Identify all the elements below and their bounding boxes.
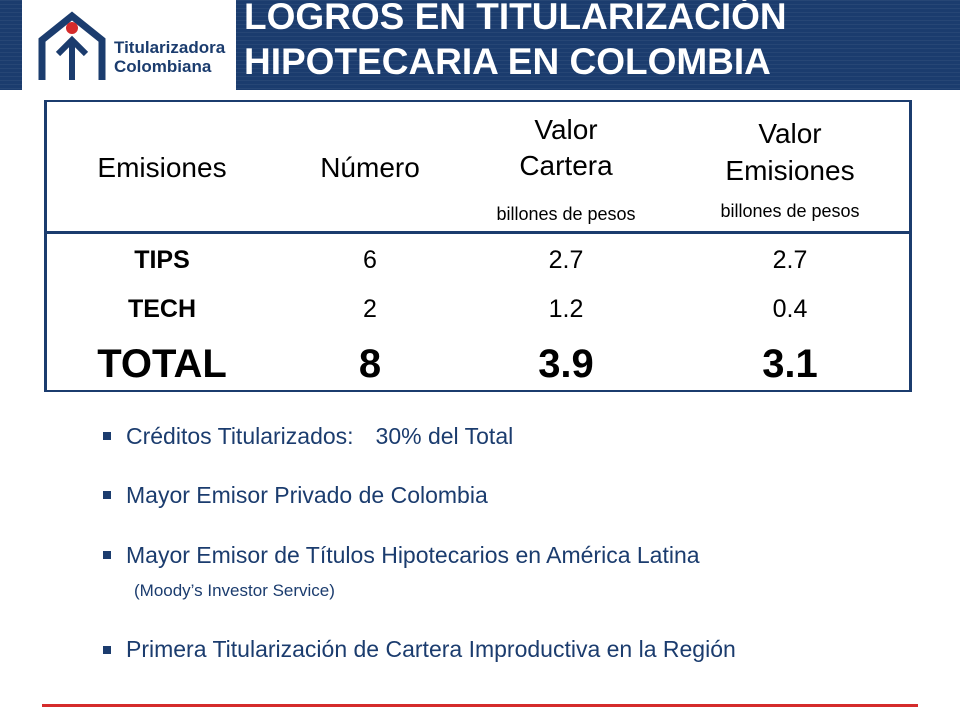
results-table — [44, 100, 912, 392]
cell-total-valor-cartera: 3.9 — [538, 342, 594, 386]
footer-divider — [42, 704, 918, 707]
title-line-1: LOGROS EN TITULARIZACIÓN — [244, 0, 787, 37]
col-header-valor-cartera-line2: Cartera — [519, 150, 613, 181]
col-header-emisiones: Emisiones — [97, 152, 227, 183]
bullet-square-icon — [103, 491, 111, 499]
bullet-square-icon — [103, 432, 111, 440]
cell-valor-emisiones: 0.4 — [772, 295, 808, 323]
bullet-square-icon — [103, 646, 111, 654]
page-title: LOGROS EN TITULARIZACIÓN HIPOTECARIA EN … — [244, 0, 787, 84]
logo: Titularizadora Colombiana — [22, 0, 236, 90]
col-header-valor-emisiones-unit: billones de pesos — [720, 201, 860, 221]
cell-emision: TIPS — [134, 246, 190, 274]
house-arrow-icon — [38, 11, 106, 80]
bullet-text: Mayor Emisor Privado de Colombia — [126, 482, 488, 508]
col-header-valor-cartera-line1: Valor — [534, 114, 598, 145]
cell-numero: 2 — [363, 295, 377, 323]
cell-total-label: TOTAL — [97, 342, 227, 386]
col-header-valor-emisiones-line1: Valor — [758, 118, 822, 149]
bullet-text: Mayor Emisor de Títulos Hipotecarios en … — [126, 542, 700, 568]
bullet-value: 30% del Total — [375, 423, 514, 449]
cell-valor-cartera: 1.2 — [548, 295, 584, 323]
bullet-text: Créditos Titularizados: 30% del Total — [126, 422, 513, 450]
col-header-valor-cartera-unit: billones de pesos — [496, 204, 636, 224]
logo-line-2: Colombiana — [114, 57, 212, 76]
bullet-text: Primera Titularización de Cartera Improd… — [126, 636, 736, 662]
col-header-valor-emisiones-line2: Emisiones — [725, 155, 855, 186]
cell-total-numero: 8 — [358, 342, 382, 386]
bullet-label: Créditos Titularizados: — [126, 423, 354, 449]
table-header-divider — [44, 231, 912, 234]
bullet-square-icon — [103, 551, 111, 559]
logo-text: Titularizadora Colombiana — [114, 38, 225, 76]
col-header-numero: Número — [320, 152, 420, 183]
logo-line-1: Titularizadora — [114, 38, 226, 57]
cell-valor-cartera: 2.7 — [548, 246, 584, 274]
cell-numero: 6 — [363, 246, 377, 274]
cell-emision: TECH — [127, 295, 197, 323]
cell-total-valor-emisiones: 3.1 — [762, 342, 818, 386]
cell-valor-emisiones: 2.7 — [772, 246, 808, 274]
title-line-2: HIPOTECARIA EN COLOMBIA — [244, 41, 771, 82]
header-band: Titularizadora Colombiana LOGROS EN TITU… — [0, 0, 960, 90]
bullet-note: (Moody’s Investor Service) — [134, 581, 335, 600]
